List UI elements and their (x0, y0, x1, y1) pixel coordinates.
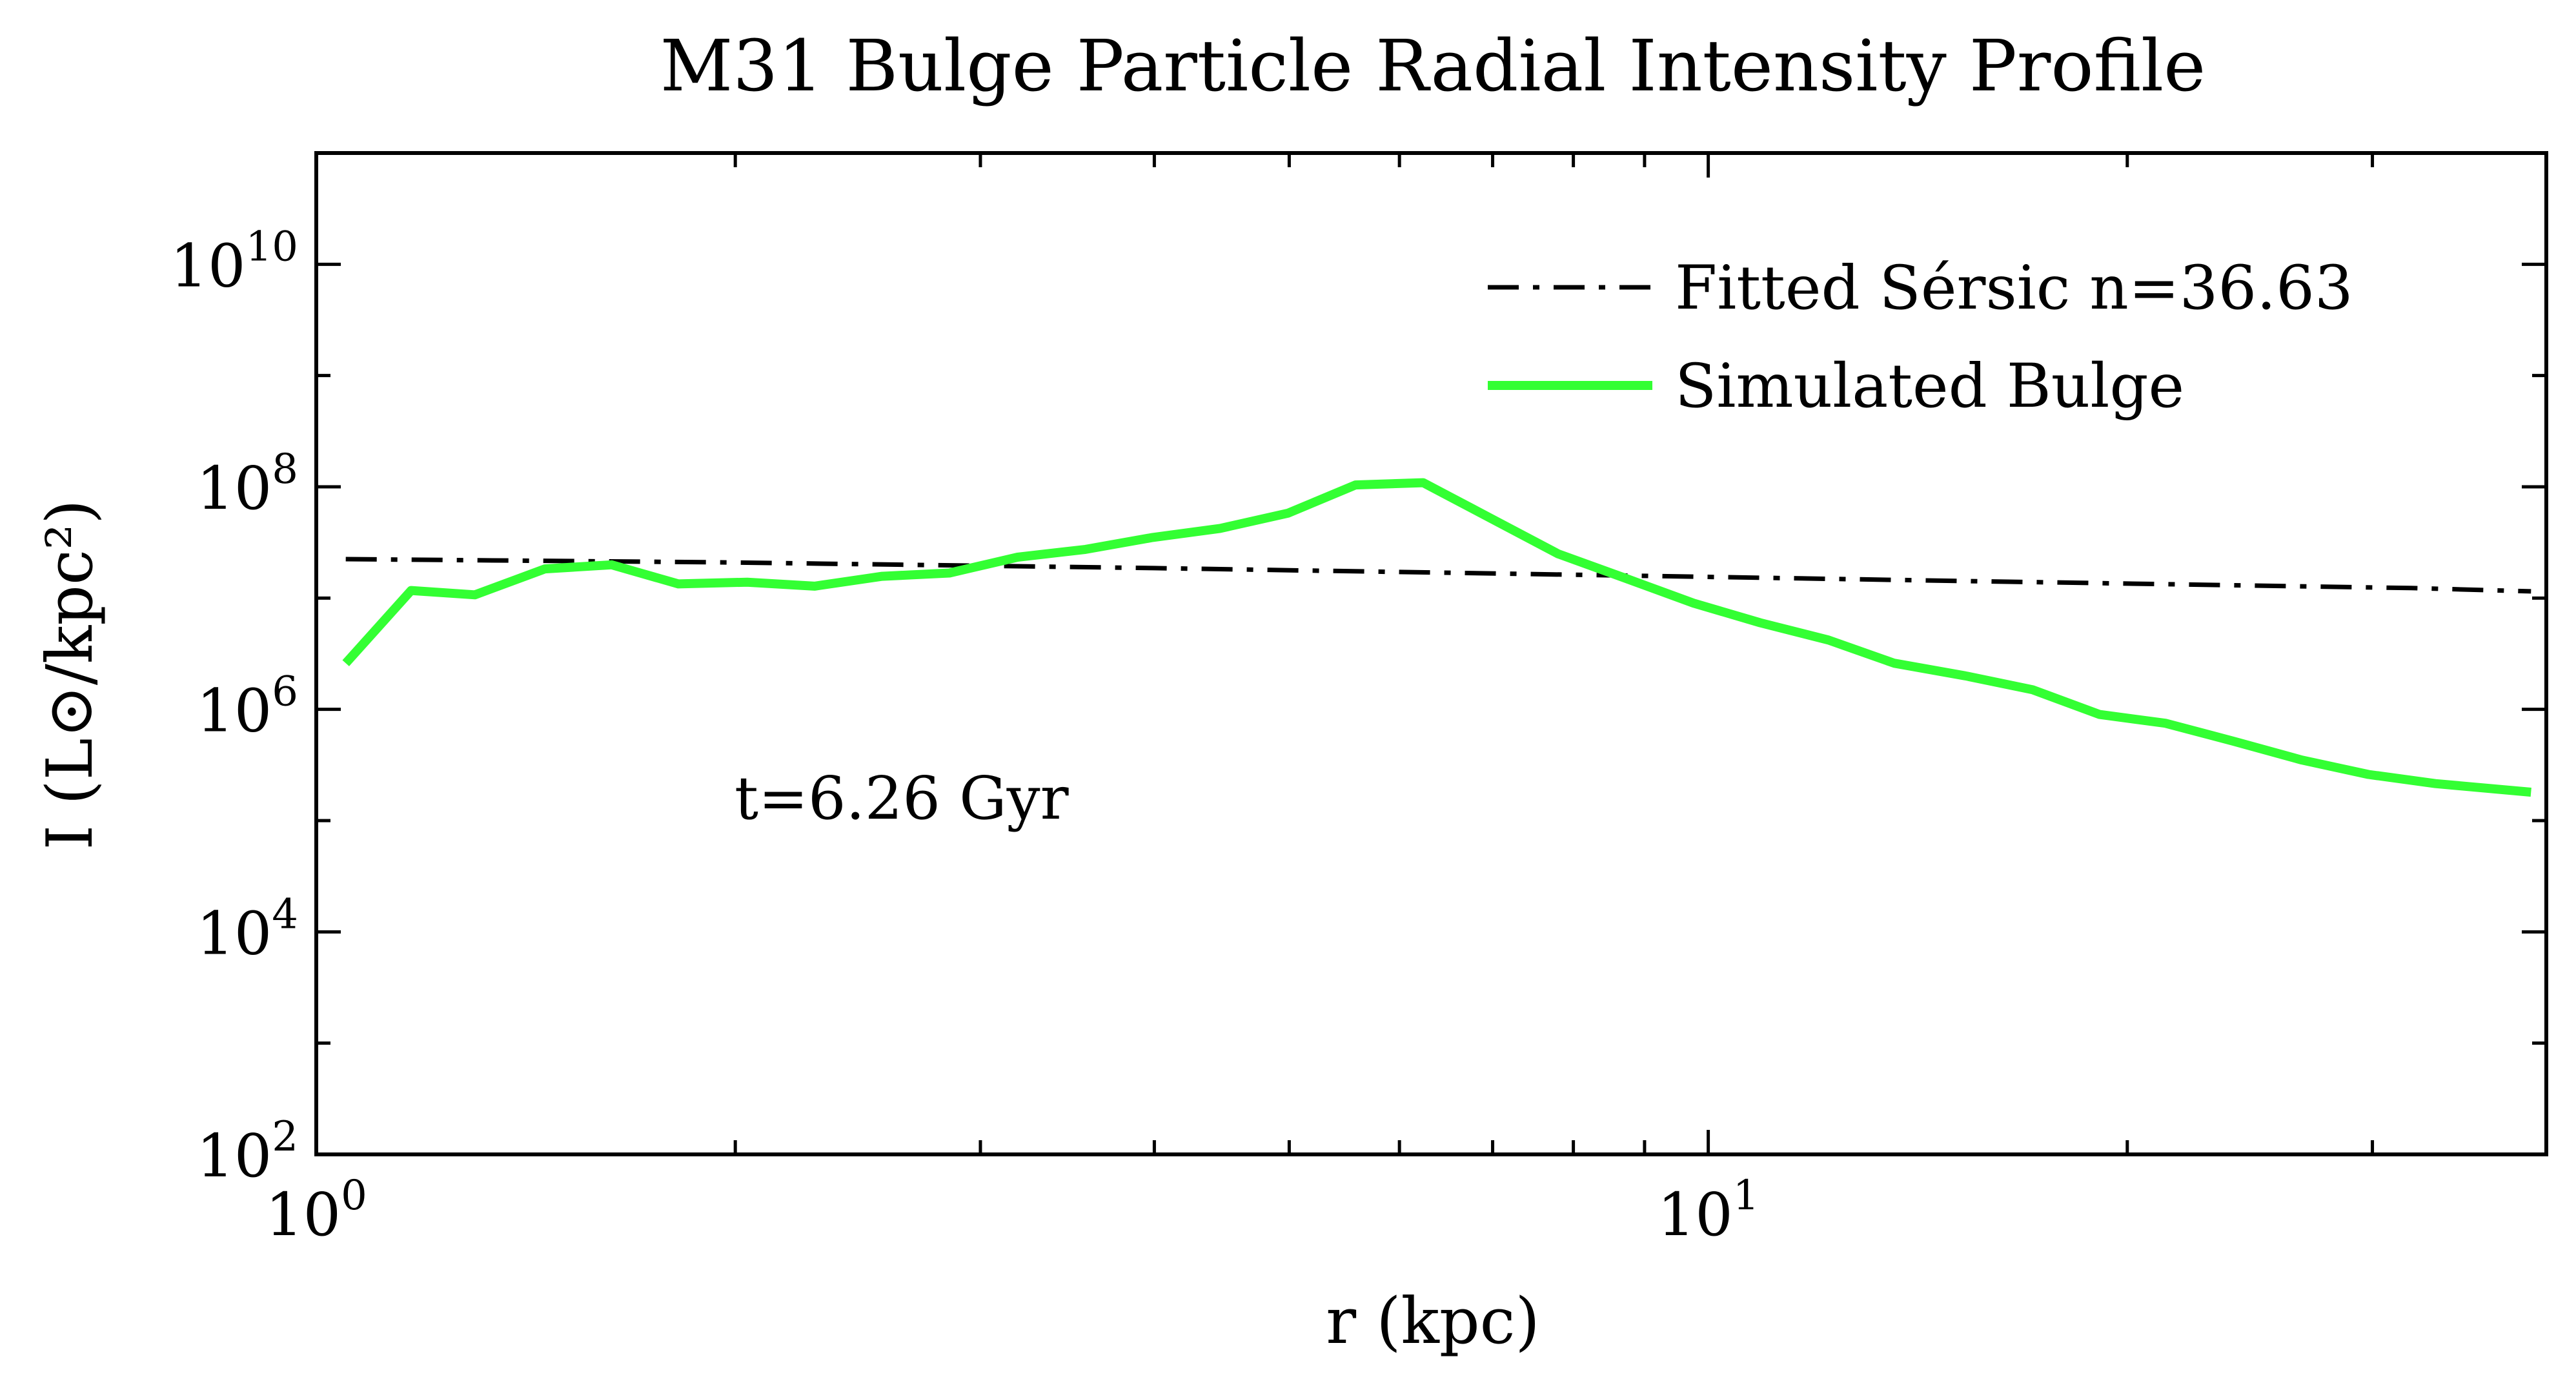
legend-label-0: Fitted Sérsic n=36.63 (1675, 253, 2353, 323)
x-tick-label: 100 (265, 1172, 367, 1249)
x-tick-label: 101 (1658, 1172, 1760, 1249)
x-axis-label: r (kpc) (1326, 1285, 1539, 1358)
y-tick-label: 1010 (170, 223, 298, 300)
y-tick-label: 102 (196, 1113, 298, 1191)
series-line-0 (345, 557, 2531, 594)
plot-frame (314, 151, 2548, 1156)
axis-ticks: 100 101 102 104 106 108 1010 (170, 151, 2548, 1249)
chart-title: M31 Bulge Particle Radial Intensity Prof… (660, 25, 2206, 107)
legend-label-1: Simulated Bulge (1675, 351, 2184, 422)
y-tick-label: 108 (196, 445, 298, 523)
y-tick-label: 106 (196, 668, 298, 746)
y-tick-label: 104 (196, 890, 298, 968)
time-annotation: t=6.26 Gyr (735, 764, 1069, 833)
y-axis-label: I (L⊙/kpc²) (34, 500, 107, 850)
legend: Fitted Sérsic n=36.63 Simulated Bulge (1488, 253, 2353, 422)
plot-area (314, 151, 2548, 1156)
series-line-1 (342, 478, 2531, 797)
series-layer (342, 478, 2531, 797)
